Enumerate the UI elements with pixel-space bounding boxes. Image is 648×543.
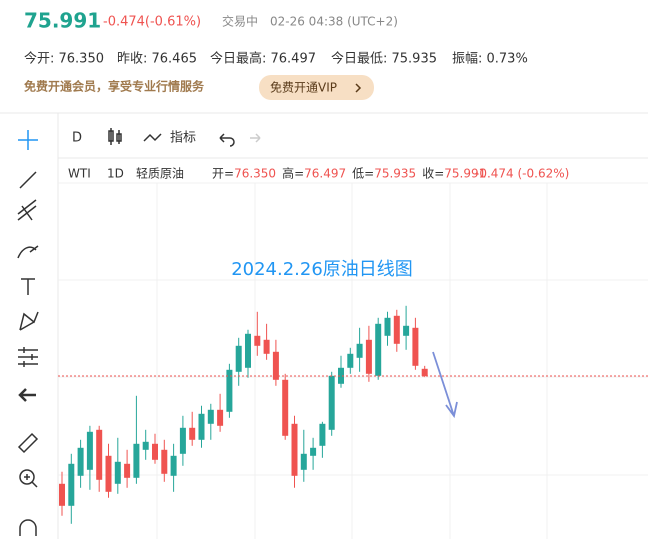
time: 02-26 04:38 (UTC+2) [270, 15, 398, 29]
arrow-icon [355, 83, 362, 93]
candle-body [226, 369, 233, 412]
legend-value: 75.991 [444, 167, 486, 181]
candles [58, 305, 648, 524]
candle-type-button[interactable] [108, 128, 122, 145]
candle-body [170, 455, 177, 476]
candle-body [105, 455, 112, 492]
zoom-tool[interactable] [19, 469, 35, 485]
candle-body [198, 413, 205, 440]
legend-label: 收= [422, 167, 444, 181]
legend-label: 低= [352, 167, 374, 181]
candle-body [245, 333, 251, 368]
price: 75.991 [24, 9, 101, 33]
stat: 今日最高: 76.497 [210, 51, 316, 67]
candle-body [152, 443, 158, 460]
toolbox [17, 130, 39, 536]
legend-value: 75.935 [374, 167, 416, 181]
candle-body [142, 441, 149, 450]
measure-tool[interactable] [18, 347, 38, 367]
stat: 今开: 76.350 [24, 51, 104, 67]
text-tool[interactable] [21, 278, 35, 295]
candle-body [207, 409, 214, 424]
pattern-tool[interactable] [19, 311, 39, 331]
candle-body [365, 339, 372, 374]
legend-value: 76.497 [304, 167, 346, 181]
brush-tool[interactable] [17, 245, 39, 259]
grid [58, 182, 648, 539]
ruler-tool[interactable] [17, 432, 39, 454]
candle-body [217, 409, 224, 426]
legend-items: 开= 76.350 高= 76.497 低= 75.935 收= 75.991 [212, 166, 486, 181]
candle-body [235, 345, 242, 372]
change: -0.474(-0.61%) [103, 15, 201, 30]
stat: 昨收: 76.465 [117, 52, 197, 67]
candle-body [421, 368, 428, 376]
candle-body [291, 423, 298, 476]
candle-body [310, 447, 317, 456]
candle-body [189, 427, 196, 440]
candle-body [59, 483, 65, 506]
candle-body [133, 443, 140, 478]
legend-label: 开= [212, 167, 234, 181]
candle-body [179, 427, 186, 454]
vip-button-label[interactable]: 免费开通VIP [270, 80, 337, 95]
interval-button[interactable]: D [72, 131, 82, 146]
candle-body [124, 463, 131, 478]
redo-button[interactable] [250, 133, 261, 143]
candle-body [356, 343, 363, 358]
indicator-button[interactable]: 指标 [170, 131, 196, 146]
trendline-tool[interactable] [19, 171, 37, 189]
candle-body [77, 447, 84, 476]
candle-body [403, 325, 410, 336]
legend-name: 轻质原油 [136, 167, 184, 181]
candle-body [319, 423, 326, 446]
candle-body [300, 453, 307, 470]
status: 交易中 [222, 14, 258, 29]
candle-body [412, 327, 419, 366]
candle-body [68, 463, 75, 506]
candle-body [263, 339, 270, 354]
legend-symbol: WTI [68, 167, 91, 181]
stat: 今日最低: 75.935 [331, 51, 437, 67]
candle-body [114, 461, 121, 484]
promo: 免费开通会员，享受专业行情服务 [24, 79, 205, 94]
fib-tool[interactable] [17, 199, 37, 221]
stat: 振幅: 0.73% [452, 52, 528, 67]
candle-body [96, 429, 103, 480]
candle-body [384, 317, 391, 336]
candle-body [338, 367, 344, 384]
candle-body [347, 353, 354, 368]
legend-interval: 1D [107, 167, 124, 181]
candle-body [272, 351, 279, 380]
vip-button[interactable] [259, 75, 374, 100]
legend-label: 高= [282, 166, 304, 181]
candle-body [328, 375, 335, 430]
crosshair-tool[interactable] [18, 130, 38, 150]
candle-body [282, 379, 289, 436]
candle-body [254, 335, 261, 346]
chart-title: 2024.2.26原油日线图 [231, 259, 413, 280]
candle-body [86, 431, 93, 470]
candle-body [393, 315, 400, 344]
legend-value: 76.350 [234, 167, 276, 181]
candle-body [375, 323, 382, 376]
magnet-tool[interactable] [19, 519, 37, 536]
back-tool[interactable] [18, 388, 36, 402]
candle-body [161, 449, 168, 474]
undo-button[interactable] [219, 133, 235, 147]
annotation-arrow [432, 351, 458, 419]
indicator-icon[interactable] [143, 133, 162, 142]
legend-change: -0.474 (-0.62%) [475, 167, 569, 181]
